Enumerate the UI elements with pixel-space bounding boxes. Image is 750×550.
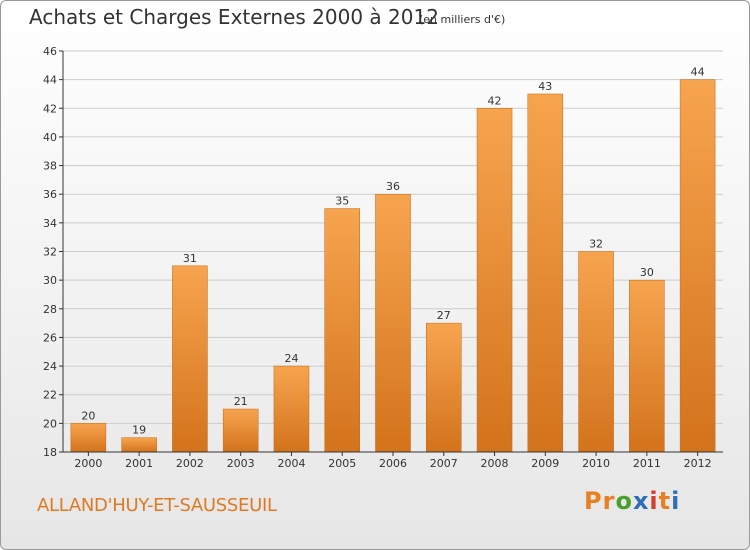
bar-value-label: 30 <box>640 266 654 279</box>
chart-subtitle: (en milliers d'€) <box>419 13 506 26</box>
proxiti-logo: Proxiti <box>584 487 680 515</box>
bar <box>273 365 310 453</box>
y-tick-label: 18 <box>43 446 57 459</box>
y-tick-label: 38 <box>43 160 57 173</box>
bar <box>324 208 360 453</box>
y-tick-label: 28 <box>43 303 57 316</box>
y-tick-label: 30 <box>43 274 57 287</box>
x-tick-label: 2001 <box>125 457 153 470</box>
y-tick-label: 26 <box>43 331 57 344</box>
bar-value-label: 19 <box>132 424 146 437</box>
commune-name: ALLAND'HUY-ET-SAUSSEUIL <box>37 495 277 516</box>
bar <box>578 251 614 453</box>
x-tick-label: 2012 <box>684 457 712 470</box>
bar-value-label: 24 <box>284 352 298 365</box>
bar-value-label: 27 <box>437 309 451 322</box>
y-tick-label: 34 <box>43 217 57 230</box>
bar <box>121 437 157 453</box>
x-tick-label: 2007 <box>430 457 458 470</box>
y-tick-label: 24 <box>43 360 57 373</box>
logo-letter: r <box>602 487 616 515</box>
y-tick-label: 40 <box>43 131 57 144</box>
x-tick-label: 2003 <box>227 457 255 470</box>
x-tick-label: 2000 <box>74 457 102 470</box>
bar <box>426 322 462 453</box>
x-tick-label: 2002 <box>176 457 204 470</box>
bars: 20 19 31 21 24 35 36 27 42 43 32 30 44 <box>70 66 716 453</box>
bar <box>679 79 716 453</box>
logo-letter: P <box>584 487 603 515</box>
x-tick-label: 2008 <box>481 457 509 470</box>
y-tick-label: 44 <box>43 74 57 87</box>
logo-letter: x <box>632 487 650 515</box>
x-tick-label: 2006 <box>379 457 407 470</box>
bar-value-label: 35 <box>335 195 349 208</box>
bar <box>70 423 107 453</box>
y-tick-label: 22 <box>43 389 57 402</box>
logo-letter: o <box>615 487 633 515</box>
y-tick-label: 46 <box>43 45 57 58</box>
bar <box>172 265 208 453</box>
x-tick-label: 2010 <box>582 457 610 470</box>
x-tick-label: 2009 <box>531 457 559 470</box>
bar <box>222 408 259 453</box>
bar-value-label: 44 <box>691 66 705 79</box>
logo-letter: t <box>658 487 672 515</box>
chart-title: Achats et Charges Externes 2000 à 2012 <box>29 5 439 29</box>
y-tick-label: 32 <box>43 246 57 259</box>
x-tick-label: 2004 <box>277 457 305 470</box>
axes: 18 20 22 24 26 28 30 32 34 36 38 40 42 44 46 2000 2001 20… <box>43 45 723 470</box>
bar-value-label: 31 <box>183 252 197 265</box>
y-tick-label: 36 <box>43 188 57 201</box>
bar <box>476 108 513 453</box>
logo-letter: i <box>671 487 681 515</box>
y-tick-label: 20 <box>43 417 57 430</box>
bar-value-label: 20 <box>81 409 95 422</box>
bar-value-label: 32 <box>589 238 603 251</box>
logo-letter: i <box>649 487 659 515</box>
x-tick-label: 2005 <box>328 457 356 470</box>
y-tick-label: 42 <box>43 102 57 115</box>
bar-value-label: 43 <box>538 80 552 93</box>
bar-value-label: 21 <box>234 395 248 408</box>
bar <box>527 93 564 453</box>
bar-value-label: 42 <box>488 94 502 107</box>
bar <box>629 279 665 453</box>
bar-value-label: 36 <box>386 180 400 193</box>
x-tick-label: 2011 <box>633 457 661 470</box>
bar <box>375 193 411 453</box>
